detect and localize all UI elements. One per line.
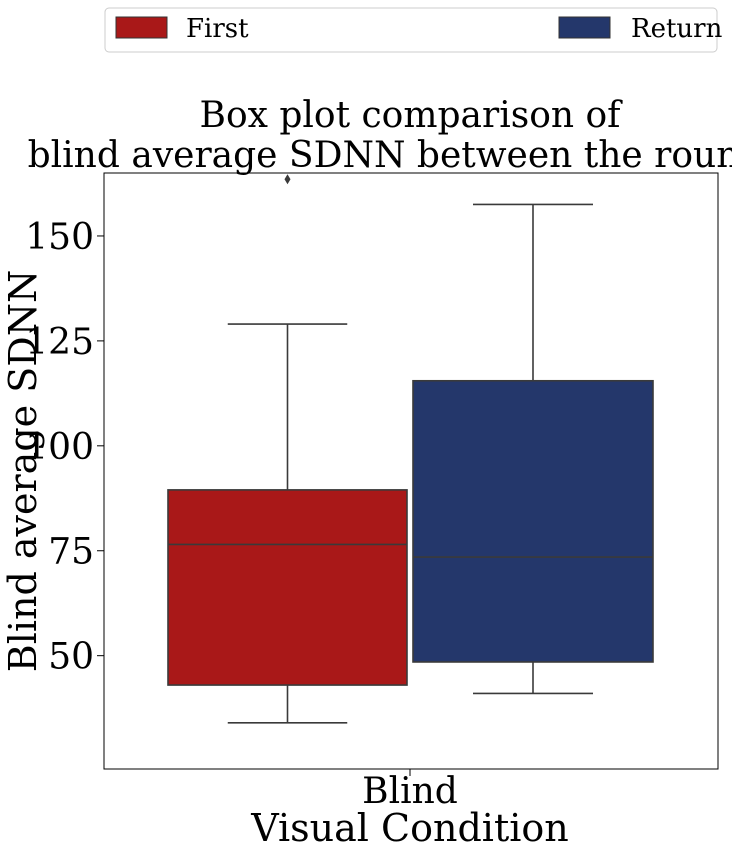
y-axis-label: Blind average SDNN	[1, 270, 45, 672]
y-axis-ticks: 50 75 100 125 150	[25, 217, 104, 678]
y-tick-label: 100	[25, 427, 94, 468]
chart-title-line-2: blind average SDNN between the rounds.	[28, 135, 732, 176]
legend-label-return: Return	[631, 14, 723, 44]
outlier-point-first	[284, 174, 291, 185]
boxes	[167, 174, 654, 724]
box-return	[412, 379, 654, 663]
legend-swatch-first	[115, 16, 168, 39]
box-first	[167, 489, 408, 686]
y-tick-label: 50	[48, 637, 94, 678]
legend-label-first: First	[186, 14, 249, 44]
legend: First Return	[104, 7, 723, 53]
legend-swatch-return	[558, 16, 611, 39]
x-tick-label-blind: Blind	[362, 771, 458, 812]
y-tick-label: 125	[25, 322, 94, 363]
x-axis-label: Visual Condition	[250, 806, 568, 850]
y-tick-label: 150	[25, 217, 94, 258]
plot-area	[103, 172, 719, 770]
y-tick-label: 75	[48, 532, 94, 573]
chart-title-line-1: Box plot comparison of	[200, 95, 624, 136]
